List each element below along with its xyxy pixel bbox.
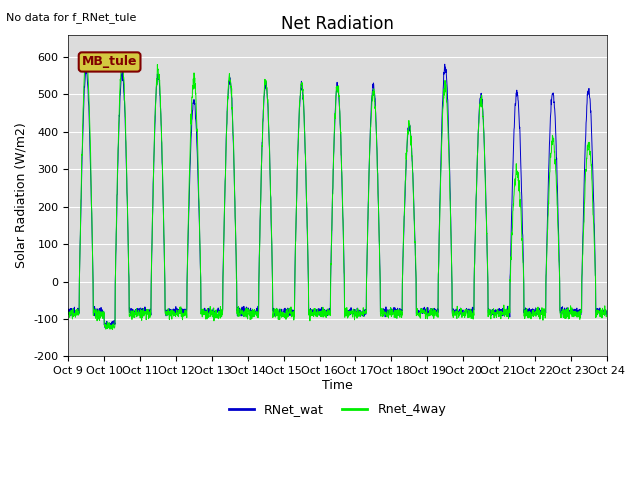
RNet_wat xyxy=(556,268,563,274)
Rnet_4way xyxy=(365,170,373,176)
RNet_wat xyxy=(494,311,502,317)
Rnet_4way xyxy=(556,265,563,271)
Rnet_4way xyxy=(215,308,223,314)
RNet_wat xyxy=(365,182,372,188)
Title: Net Radiation: Net Radiation xyxy=(281,15,394,33)
Line: RNet_wat: RNet_wat xyxy=(68,64,607,327)
RNet_wat xyxy=(353,307,361,312)
RNet_wat xyxy=(441,61,449,67)
RNet_wat xyxy=(603,308,611,314)
X-axis label: Time: Time xyxy=(322,379,353,392)
Rnet_4way xyxy=(83,50,90,56)
Rnet_4way xyxy=(603,312,611,318)
Y-axis label: Solar Radiation (W/m2): Solar Radiation (W/m2) xyxy=(15,122,28,268)
Rnet_4way xyxy=(353,310,361,316)
RNet_wat xyxy=(65,311,72,316)
Line: Rnet_4way: Rnet_4way xyxy=(68,53,607,329)
Text: No data for f_RNet_tule: No data for f_RNet_tule xyxy=(6,12,137,23)
Rnet_4way xyxy=(494,309,502,314)
RNet_wat xyxy=(101,324,109,330)
RNet_wat xyxy=(215,309,223,314)
Rnet_4way xyxy=(109,326,116,332)
Rnet_4way xyxy=(65,312,72,317)
Text: MB_tule: MB_tule xyxy=(82,56,138,69)
Legend: RNet_wat, Rnet_4way: RNet_wat, Rnet_4way xyxy=(224,398,451,421)
RNet_wat xyxy=(570,307,578,312)
Rnet_4way xyxy=(570,312,578,318)
